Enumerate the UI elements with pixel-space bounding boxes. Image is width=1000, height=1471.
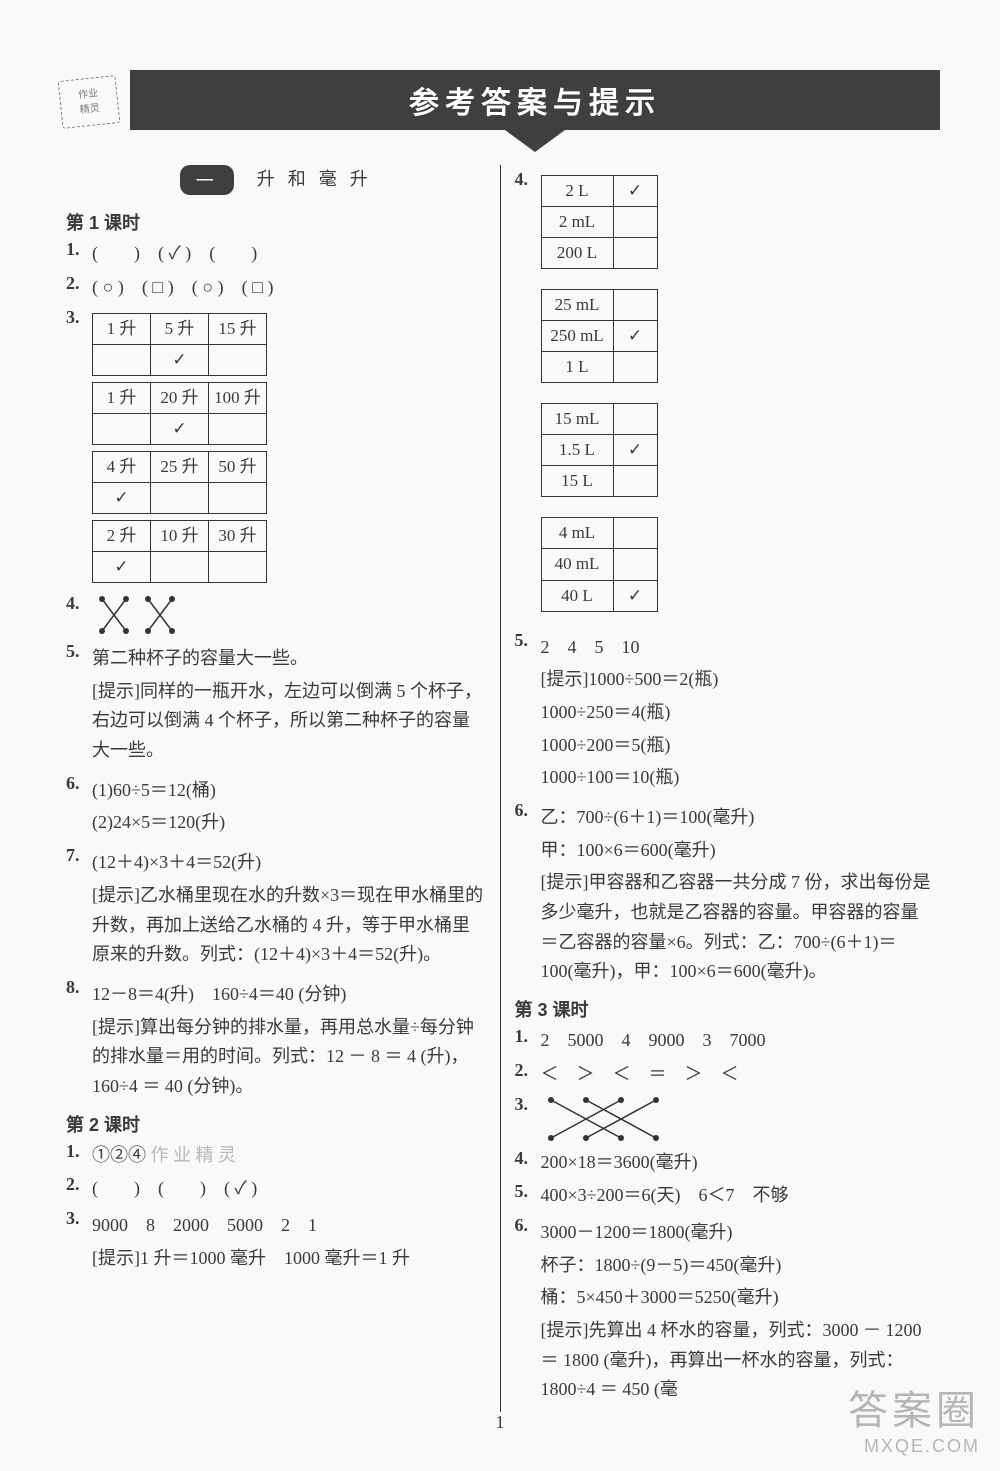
s2-q1: ①②④ 作 业 精 灵 xyxy=(92,1141,486,1171)
s1-q7: (12＋4)×3＋4＝52(升) [提示]乙水桶里现在水的升数×3＝现在甲水桶里… xyxy=(92,845,486,973)
s1-q1: ( ) ( ✓ ) ( ) xyxy=(92,239,486,269)
choice-table: 15 mL1.5 L✓15 L xyxy=(541,403,658,497)
choice-table: 2 升10 升30 升✓ xyxy=(92,520,267,583)
r-q5: 2 4 5 10 [提示]1000÷500＝2(瓶) 1000÷250＝4(瓶)… xyxy=(541,630,935,796)
qnum: 5. xyxy=(515,630,541,651)
qnum: 4. xyxy=(515,1148,541,1169)
r-q4: 2 L✓2 mL200 L 25 mL250 mL✓1 L 15 mL1.5 L✓1… xyxy=(541,169,935,626)
qnum: 6. xyxy=(515,800,541,821)
choice-table: 1 升20 升100 升✓ xyxy=(92,382,267,445)
qnum: 8. xyxy=(66,977,92,998)
unit-number: 一 xyxy=(180,165,234,195)
qnum: 5. xyxy=(515,1181,541,1202)
section-1-title: 第 1 课时 xyxy=(66,209,486,235)
qnum: 6. xyxy=(66,773,92,794)
qnum: 3. xyxy=(66,307,92,328)
header-triangle xyxy=(505,130,565,152)
section-2-title: 第 2 课时 xyxy=(66,1111,486,1137)
choice-table: 25 mL250 mL✓1 L xyxy=(541,289,658,383)
s1-q5: 第二种杯子的容量大一些。 [提示]同样的一瓶开水，左边可以倒满 5 个杯子，右边… xyxy=(92,641,486,769)
page-header: 参考答案与提示 xyxy=(130,70,940,130)
choice-table: 4 升25 升50 升✓ xyxy=(92,451,267,514)
qnum: 1. xyxy=(515,1026,541,1047)
s1-q4 xyxy=(92,593,486,637)
choice-table: 2 L✓2 mL200 L xyxy=(541,175,658,269)
qnum: 2. xyxy=(515,1060,541,1081)
qnum: 7. xyxy=(66,845,92,866)
s3-q1: 2 5000 4 9000 3 7000 xyxy=(541,1026,935,1056)
qnum: 5. xyxy=(66,641,92,662)
left-column: 一 升 和 毫 升 第 1 课时 1. ( ) ( ✓ ) ( ) 2. ( ○… xyxy=(60,165,501,1412)
s3-q3 xyxy=(541,1094,935,1144)
s1-q6: (1)60÷5＝12(桶) (2)24×5＝120(升) xyxy=(92,773,486,841)
s3-q5: 400×3÷200＝6(天) 6＜7 不够 xyxy=(541,1181,935,1211)
r-q6: 乙：700÷(6＋1)＝100(毫升) 甲：100×6＝600(毫升) [提示]… xyxy=(541,800,935,990)
qnum: 1. xyxy=(66,239,92,260)
cross-match-icon xyxy=(92,593,182,637)
unit-name: 升 和 毫 升 xyxy=(257,169,372,189)
choice-table: 1 升5 升15 升✓ xyxy=(92,313,267,376)
qnum: 3. xyxy=(66,1208,92,1229)
qnum: 1. xyxy=(66,1141,92,1162)
watermark: 答案圈 MXQE.COM xyxy=(848,1378,980,1457)
qnum: 2. xyxy=(66,1174,92,1195)
qnum: 4. xyxy=(66,593,92,614)
s1-q3: 1 升5 升15 升✓1 升20 升100 升✓4 升25 升50 升✓2 升1… xyxy=(92,307,486,589)
qnum: 4. xyxy=(515,169,541,190)
choice-table: 4 mL40 mL40 L✓ xyxy=(541,517,658,611)
header-title: 参考答案与提示 xyxy=(409,78,661,122)
qnum: 2. xyxy=(66,273,92,294)
page-number: 1 xyxy=(496,1412,505,1433)
right-column: 4. 2 L✓2 mL200 L 25 mL250 mL✓1 L 15 mL1.5 … xyxy=(501,165,941,1412)
content-columns: 一 升 和 毫 升 第 1 课时 1. ( ) ( ✓ ) ( ) 2. ( ○… xyxy=(60,165,940,1412)
s2-q3: 9000 8 2000 5000 2 1 [提示]1 升＝1000 毫升 100… xyxy=(92,1208,486,1276)
s1-q8: 12－8＝4(升) 160÷4＝40 (分钟) [提示]算出每分钟的排水量，再用… xyxy=(92,977,486,1105)
unit-title: 一 升 和 毫 升 xyxy=(66,165,486,195)
s3-q4: 200×18＝3600(毫升) xyxy=(541,1148,935,1178)
s3-q2: ＜ ＞ ＜ ＝ ＞ ＜ xyxy=(541,1060,935,1090)
qnum: 3. xyxy=(515,1094,541,1115)
corner-stamp: 作业 精灵 xyxy=(58,75,121,129)
s2-q2: ( ) ( ) ( ✓ ) xyxy=(92,1174,486,1204)
s1-q2: ( ○ ) ( □ ) ( ○ ) ( □ ) xyxy=(92,273,486,303)
qnum: 6. xyxy=(515,1215,541,1236)
section-3-title: 第 3 课时 xyxy=(515,996,935,1022)
star-match-icon xyxy=(541,1094,661,1144)
